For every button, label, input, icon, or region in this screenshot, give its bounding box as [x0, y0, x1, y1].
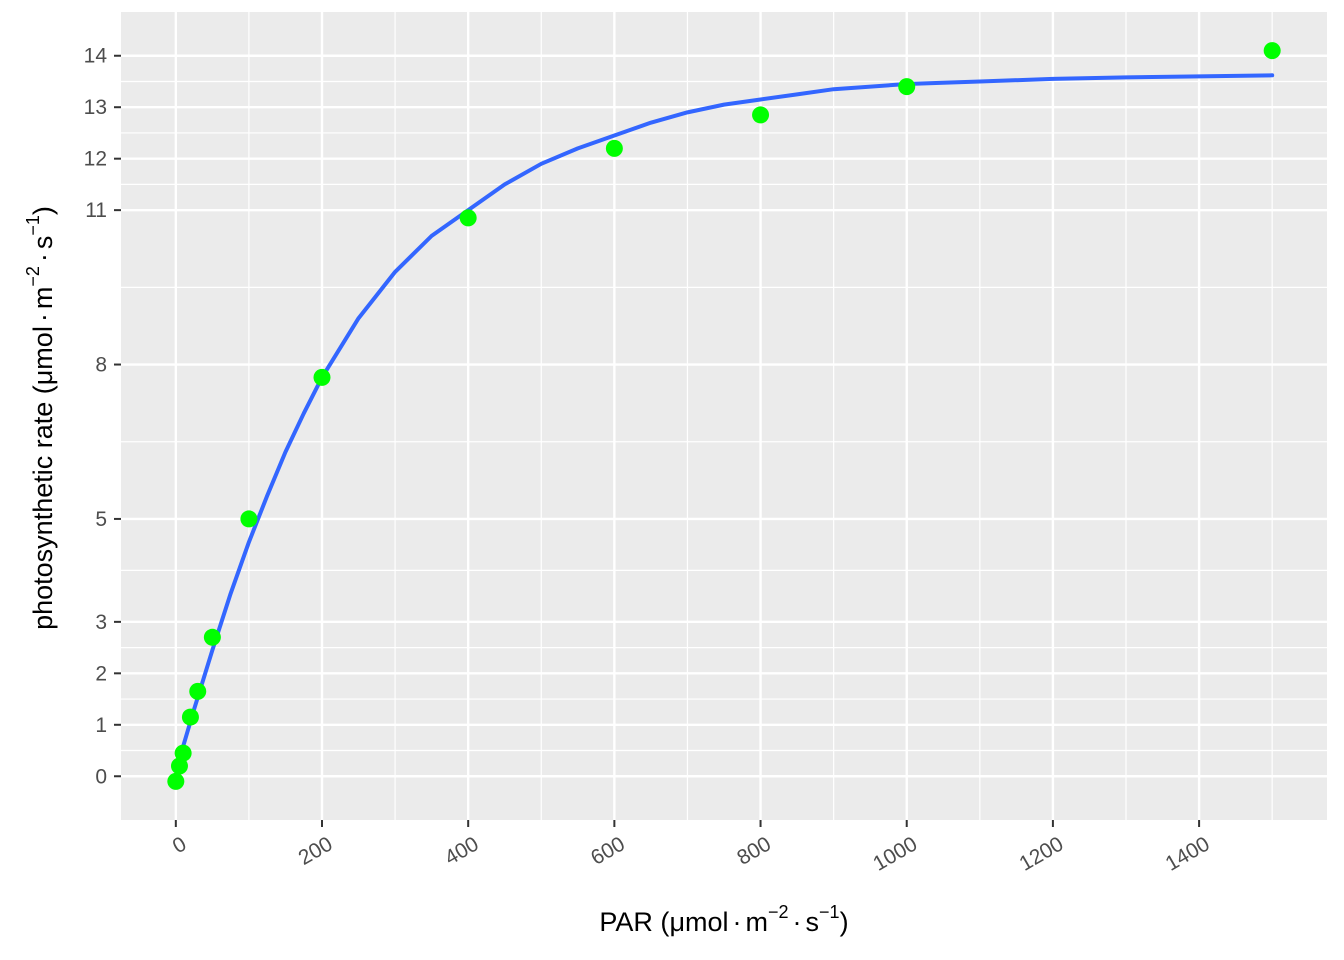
x-tick-label: 600	[587, 832, 629, 869]
major-gridlines	[121, 12, 1327, 820]
data-point	[605, 139, 623, 157]
y-tick-label: 1	[95, 714, 107, 737]
data-point	[898, 78, 916, 96]
x-tick-label: 800	[733, 832, 775, 869]
y-tick-label: 5	[95, 508, 107, 531]
x-tick-label: 400	[441, 832, 483, 869]
data-point	[752, 106, 770, 124]
data-point	[203, 628, 221, 646]
y-axis-title: photosynthetic rate (μmol·m−2·s−1)	[23, 206, 58, 630]
data-point	[313, 368, 331, 386]
data-point	[189, 682, 207, 700]
y-tick-label: 12	[84, 148, 107, 171]
fitted-curve	[173, 73, 1275, 774]
data-point	[1263, 42, 1281, 60]
y-tick-label: 8	[95, 354, 107, 377]
x-tick-label: 200	[295, 832, 337, 869]
y-tick-label: 13	[84, 96, 107, 119]
data-point	[174, 744, 192, 762]
data-point	[459, 209, 477, 227]
x-tick-label: 1400	[1162, 832, 1214, 875]
data-points-layer	[167, 42, 1281, 790]
y-tick-label: 2	[95, 662, 107, 685]
fitted-curve-layer	[173, 73, 1275, 774]
x-tick-label: 0	[169, 832, 191, 858]
y-tick-label: 11	[85, 199, 107, 222]
data-point	[170, 757, 188, 775]
y-tick-label: 14	[84, 45, 108, 68]
y-tick-label: 0	[95, 765, 107, 788]
data-point	[167, 772, 185, 790]
data-point	[181, 708, 199, 726]
x-tick-label: 1200	[1015, 832, 1067, 875]
x-axis-title: PAR (μmol · m−2 · s−1)	[599, 902, 848, 937]
x-axis: 0 200 400 600 800 1000 1200 1400	[169, 820, 1214, 876]
data-point	[240, 510, 258, 528]
x-tick-label: 1000	[869, 832, 921, 875]
y-tick-label: 3	[95, 611, 107, 634]
